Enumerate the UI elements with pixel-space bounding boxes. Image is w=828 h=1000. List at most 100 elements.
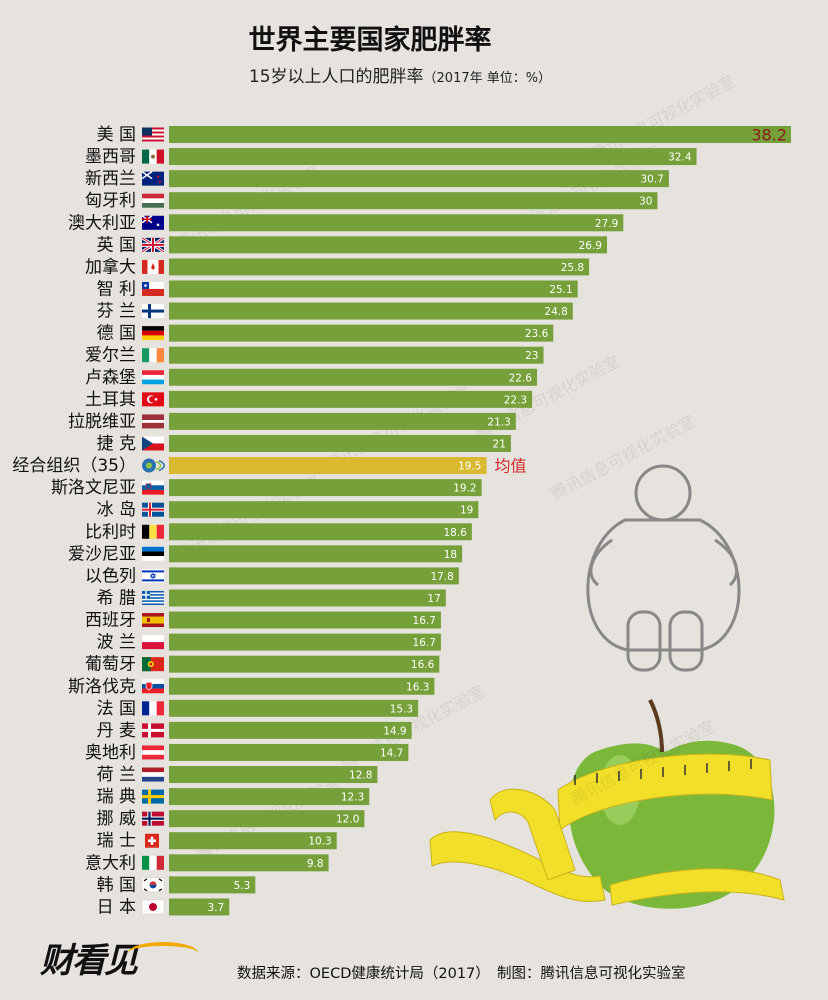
flag-icon-cz [142,436,164,451]
bar [169,280,578,298]
value-label: 38.2 [751,126,787,145]
flag-icon-fr [142,701,164,716]
value-label: 26.9 [579,240,602,252]
category-label: 斯洛伐克 [68,677,136,697]
value-label: 16.7 [413,637,436,649]
flag-icon-nl [142,767,164,782]
chart-title: 世界主要国家肥胖率 [248,25,492,56]
value-label: 21 [493,438,506,450]
apple-tape-measure-illustration [429,699,785,909]
bar [169,633,441,651]
bar [169,368,537,386]
chart-subtitle: 15岁以上人口的肥胖率（2017年 单位：%） [0,62,800,87]
category-label: 墨西哥 [85,147,136,167]
bar [169,501,479,519]
bar [169,788,370,806]
value-label: 22.6 [509,372,533,384]
value-label: 12.3 [341,792,364,804]
value-label: 25.8 [561,262,584,274]
bar [169,236,608,254]
bar [169,766,378,784]
category-label: 比利时 [85,522,136,542]
bar [169,258,590,276]
bar [169,545,463,563]
category-label: 西班牙 [85,611,136,631]
category-label: 美 国 [97,125,136,145]
value-label: 12.8 [349,770,372,782]
value-label: 32.4 [668,152,692,164]
flag-icon-cl [142,281,164,296]
value-label: 16.6 [411,659,435,671]
category-label: 英 国 [97,235,136,255]
flag-icon-si [142,480,164,495]
value-label: 22.3 [504,394,527,406]
flag-icon-mx [142,149,164,164]
flag-icon-au [141,215,164,230]
bar [169,523,472,541]
flag-icon-lv [142,414,164,429]
flag-icon-is [142,502,164,517]
bar [169,324,554,342]
flag-icon-pt [142,657,164,672]
value-label: 23.6 [525,328,549,340]
value-label: 14.9 [383,725,406,737]
bar [169,214,624,232]
category-label: 葡萄牙 [85,655,136,675]
bar [169,743,409,761]
bar [169,655,440,673]
bar [169,810,365,828]
flag-icon-hu [142,193,164,208]
category-label: 瑞 士 [97,831,136,851]
flag-icon-ch [145,833,159,848]
category-label: 拉脱维亚 [68,412,136,432]
flag-icon-no [142,811,164,826]
category-label: 德 国 [97,324,136,344]
bar [169,192,658,210]
value-label: 3.7 [208,902,225,914]
flag-icon-be [142,524,164,539]
category-label: 冰 岛 [97,500,136,520]
value-label: 19.2 [453,483,476,495]
category-label: 荷 兰 [97,765,136,785]
value-label: 24.8 [544,306,567,318]
value-label: 9.8 [307,858,324,870]
flag-icon-de [142,326,164,341]
value-label: 30.7 [640,174,663,186]
bar [169,479,482,497]
category-label: 瑞 典 [97,787,136,807]
bar [169,721,412,739]
bar [169,854,329,872]
data-source: 数据来源：OECD健康统计局（2017） 制图：腾讯信息可视化实验室 [237,966,686,982]
value-label: 19 [460,505,473,517]
category-label: 爱沙尼亚 [68,544,136,564]
flag-icon-gr [142,590,164,606]
value-label: 16.3 [406,681,429,693]
bar [169,876,256,894]
category-label: 智 利 [97,279,136,299]
flag-icon-il [142,568,164,583]
value-label: 21.3 [487,416,510,428]
category-label: 希 腊 [97,588,136,608]
category-label: 日 本 [97,897,136,917]
overweight-person-icon [586,464,741,672]
flag-icon-oecd [142,458,165,473]
category-label: 经合组织（35） [12,456,136,476]
category-label: 斯洛文尼亚 [51,478,136,498]
category-label: 加拿大 [85,256,136,277]
flag-icon-it [142,855,164,870]
category-label: 韩 国 [97,875,136,895]
category-label: 新西兰 [85,169,136,189]
mean-label: 均值 [495,457,527,476]
category-label: 以色列 [85,566,136,586]
bar [169,346,544,364]
category-label: 卢森堡 [85,368,136,388]
flag-icon-fi [142,304,164,319]
bar [169,832,337,850]
bar [169,126,791,143]
category-label: 澳大利亚 [68,213,136,233]
category-label: 捷 克 [97,434,136,454]
category-label: 法 国 [97,699,136,719]
flag-icon-nz [141,171,164,186]
flag-icon-sk [142,679,164,694]
bar [169,434,511,452]
